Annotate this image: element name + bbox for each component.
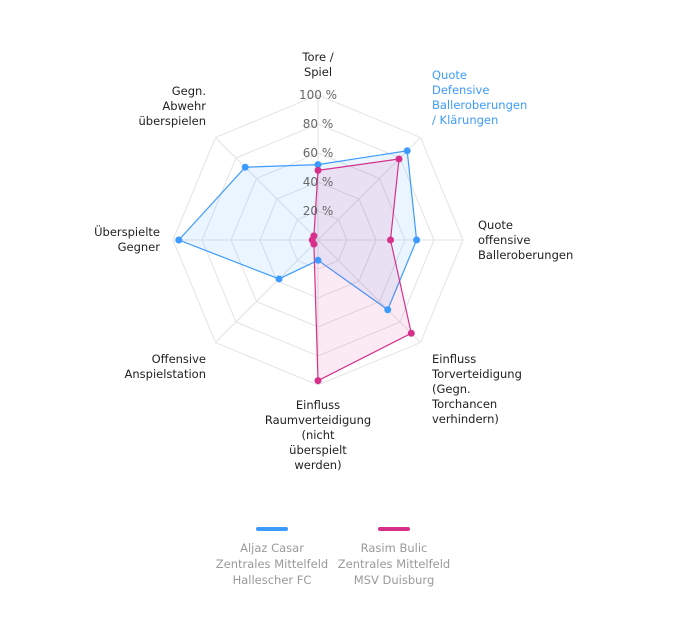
- legend-name: Aljaz Casar: [240, 541, 304, 555]
- axis-label-gegn-abwehr: Gegn. Abwehr überspielen: [138, 84, 206, 128]
- data-point-1-7: [310, 232, 318, 240]
- data-point-1-3: [407, 329, 415, 337]
- data-point-0-7: [241, 163, 249, 171]
- tick-label: 20 %: [303, 204, 334, 218]
- legend-position: Zentrales Mittelfeld: [215, 557, 329, 571]
- grid-spoke: [317, 239, 421, 343]
- tick-label: 60 %: [303, 146, 334, 160]
- axis-label-offensive-anspielstation: Offensive Anspielstation: [124, 352, 207, 381]
- axis-label-quote-offensive: Quote offensive Balleroberungen: [478, 218, 574, 262]
- legend-team: Hallescher FC: [232, 573, 312, 587]
- data-point-0-2: [413, 236, 421, 244]
- tick-label: 80 %: [303, 117, 334, 131]
- data-point-1-2: [387, 236, 394, 244]
- legend-item-casar[interactable]: Aljaz Casar Zentrales Mittelfeld Hallesc…: [197, 527, 347, 588]
- tick-label: 40 %: [303, 175, 334, 189]
- legend-team: MSV Duisburg: [353, 573, 435, 587]
- data-point-1-1: [395, 155, 403, 163]
- data-point-0-5: [275, 275, 283, 283]
- legend-position: Zentrales Mittelfeld: [337, 557, 451, 571]
- axis-label-tore-spiel: Tore / Spiel: [302, 50, 334, 79]
- legend-swatch-pink: [378, 527, 410, 531]
- data-point-0-3: [384, 306, 392, 314]
- tick-label: 100 %: [299, 88, 337, 102]
- grid-spoke: [215, 239, 319, 343]
- legend-item-bulic[interactable]: Rasim Bulic Zentrales Mittelfeld MSV Dui…: [319, 527, 469, 588]
- data-point-1-0: [314, 166, 322, 174]
- data-point-0-6: [175, 236, 183, 244]
- axis-label-einfluss-raumverteidigung: Einfluss Raumverteidigung (nicht überspi…: [264, 398, 372, 472]
- axis-label-quote-defensive: Quote Defensive Balleroberungen / Klärun…: [432, 68, 528, 127]
- data-point-0-1: [403, 147, 411, 155]
- grid-spoke: [317, 137, 421, 241]
- axis-label-ueberspielte-gegner: Überspielte Gegner: [94, 225, 160, 254]
- data-point-0-4: [314, 256, 322, 264]
- legend-swatch-blue: [256, 527, 288, 531]
- grid-spoke: [215, 137, 319, 241]
- data-point-1-4: [314, 377, 322, 385]
- legend-name: Rasim Bulic: [360, 541, 428, 555]
- data-point-0-0: [314, 161, 322, 169]
- axis-label-einfluss-torverteidigung: Einfluss Torverteidigung (Gegn. Torchanc…: [432, 352, 522, 426]
